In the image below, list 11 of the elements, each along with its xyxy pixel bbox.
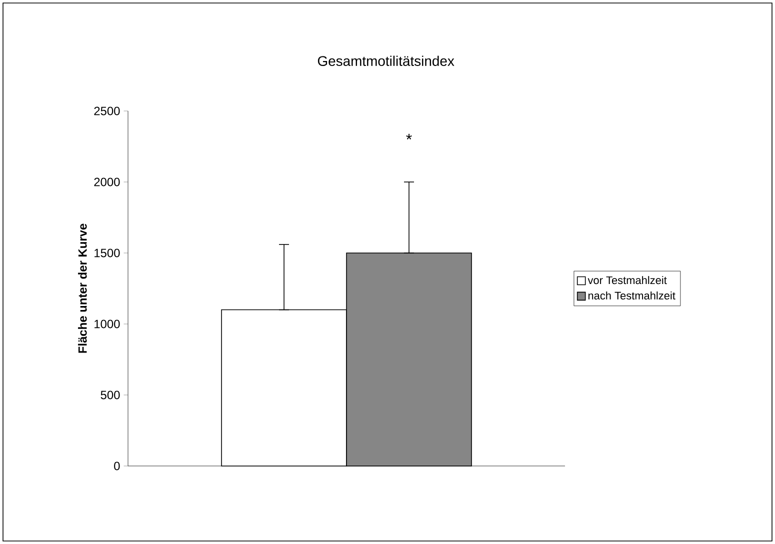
y-tick-label: 1500 xyxy=(94,248,120,258)
y-tick-label: 0 xyxy=(114,462,120,470)
y-tick-label: 1000 xyxy=(94,320,120,328)
chart-title: Gesamtmotilitätsindex xyxy=(318,56,454,66)
legend-label: nach Testmahlzeit xyxy=(588,291,676,300)
y-tick-label: 2500 xyxy=(94,106,120,116)
legend-label: vor Testmahlzeit xyxy=(588,276,667,284)
y-axis-title: Fläche unter der Kurve xyxy=(78,224,87,353)
y-tick-label: 2000 xyxy=(94,178,120,186)
y-tick-label: 500 xyxy=(100,390,120,400)
annotation: * xyxy=(406,134,412,140)
